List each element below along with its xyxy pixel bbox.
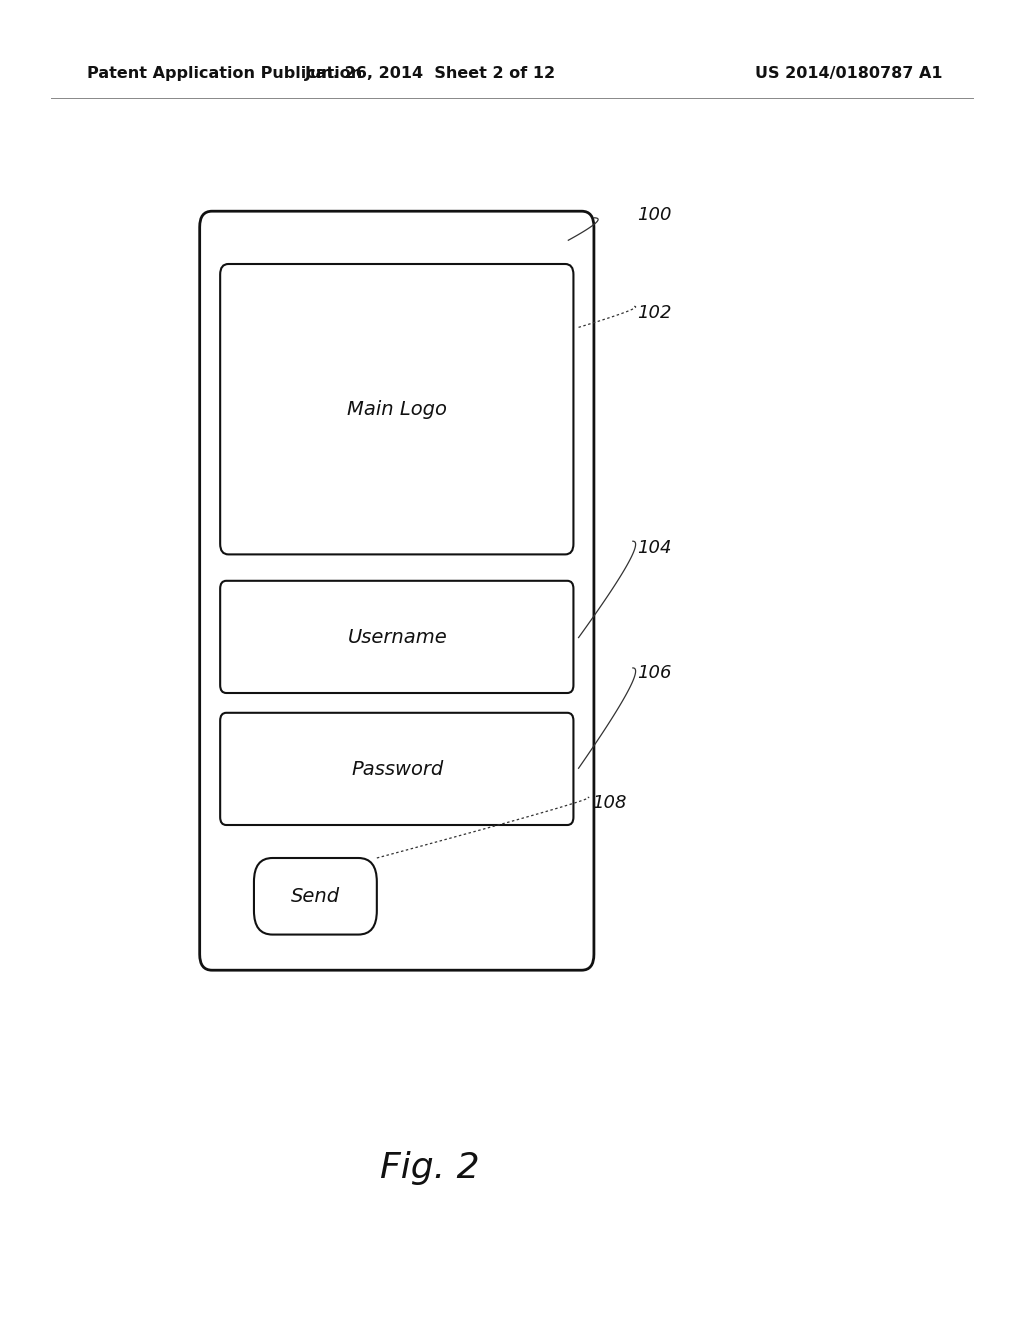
- FancyBboxPatch shape: [200, 211, 594, 970]
- Text: 102: 102: [637, 304, 672, 322]
- FancyBboxPatch shape: [254, 858, 377, 935]
- Text: Main Logo: Main Logo: [347, 400, 447, 418]
- Text: 108: 108: [592, 793, 627, 812]
- FancyBboxPatch shape: [220, 713, 573, 825]
- Text: Password: Password: [351, 760, 443, 779]
- Text: Jun. 26, 2014  Sheet 2 of 12: Jun. 26, 2014 Sheet 2 of 12: [304, 66, 556, 82]
- Text: 100: 100: [637, 206, 672, 224]
- Text: 106: 106: [637, 664, 672, 682]
- Text: Username: Username: [347, 628, 447, 647]
- Text: Fig. 2: Fig. 2: [380, 1151, 480, 1185]
- Text: 104: 104: [637, 539, 672, 557]
- FancyBboxPatch shape: [220, 264, 573, 554]
- Text: Patent Application Publication: Patent Application Publication: [87, 66, 362, 82]
- Text: Send: Send: [291, 887, 340, 906]
- FancyBboxPatch shape: [220, 581, 573, 693]
- Text: US 2014/0180787 A1: US 2014/0180787 A1: [755, 66, 942, 82]
